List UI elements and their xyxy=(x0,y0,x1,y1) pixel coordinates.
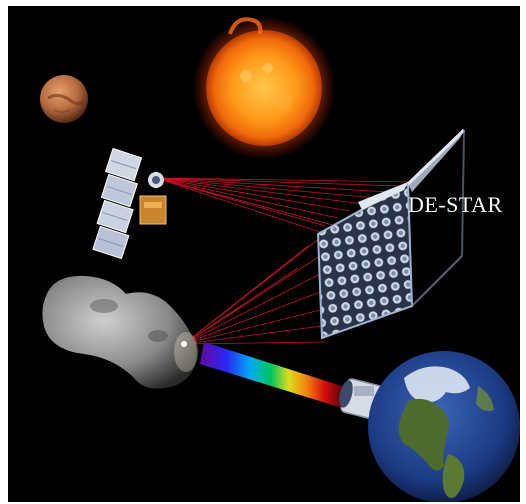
de-star-label: DE-STAR xyxy=(408,192,503,217)
mars xyxy=(40,75,88,123)
asteroid xyxy=(42,275,198,389)
scene-graphics xyxy=(40,16,520,502)
laser-beams-lower xyxy=(183,237,325,345)
de-star-array xyxy=(316,128,466,340)
spectrum-beam xyxy=(200,342,348,408)
earth xyxy=(368,351,520,502)
sun xyxy=(192,16,336,160)
satellite xyxy=(92,147,167,260)
laser-beams-upper xyxy=(155,177,413,237)
space-scene: DE-STAR xyxy=(8,6,520,502)
